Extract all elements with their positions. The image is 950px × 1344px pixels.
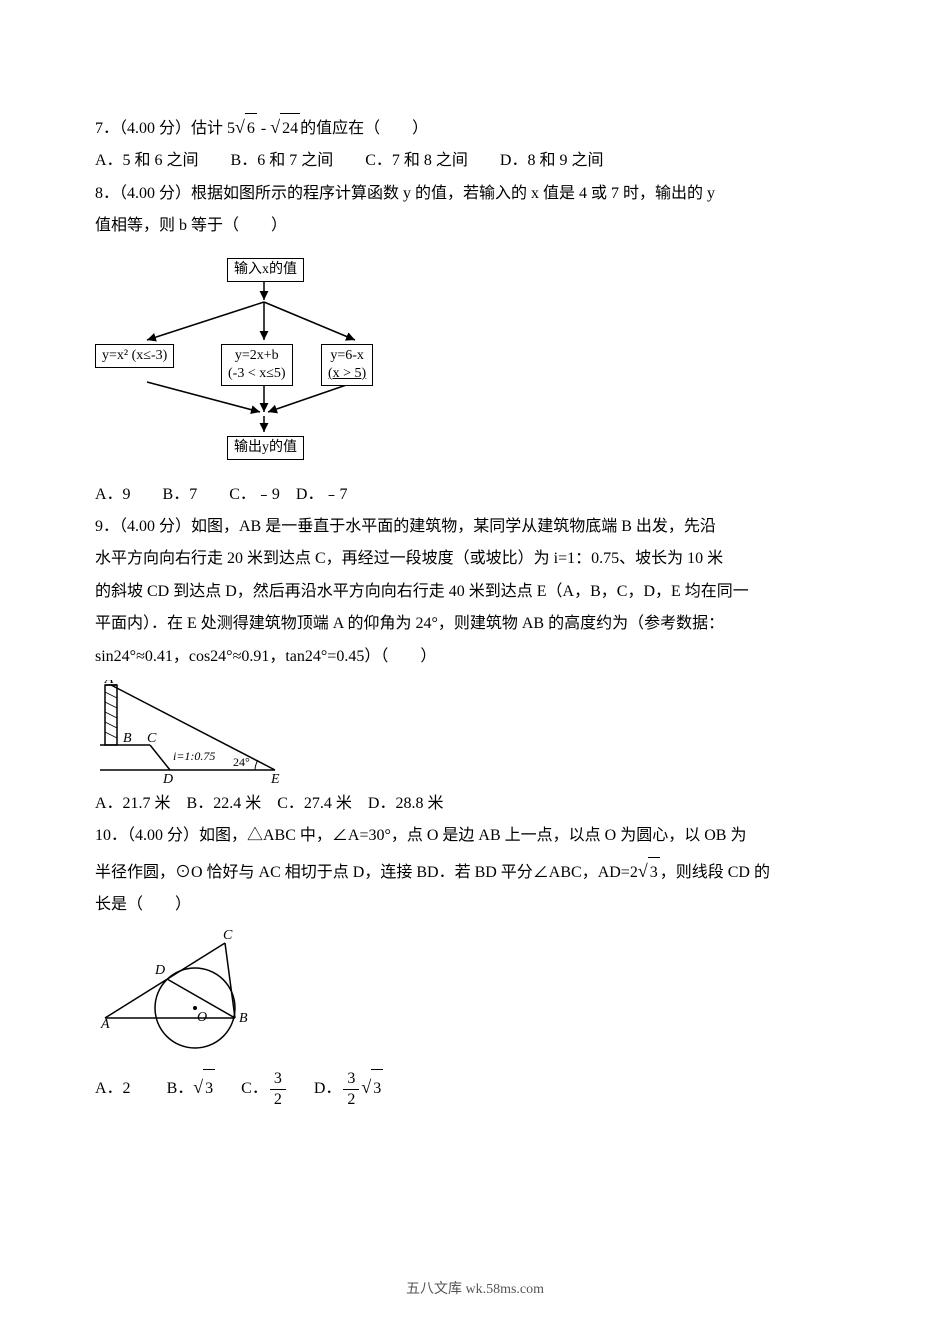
q9-options: A．21.7 米 B．22.4 米 C．27.4 米 D．28.8 米 [95, 789, 855, 819]
q10-opt-a: A．2 [95, 1080, 131, 1097]
q10-sqrt: 3 [648, 857, 660, 888]
q7-mid: - [257, 120, 270, 137]
svg-text:E: E [270, 772, 280, 785]
footer: 五八文库 wk.58ms.com [0, 1277, 950, 1304]
q10-opt-b-sqrt: 3 [203, 1069, 215, 1108]
svg-text:C: C [147, 731, 157, 746]
sqrt-icon: √ [193, 1077, 203, 1097]
fc-bottom: 输出y的值 [227, 436, 304, 460]
svg-text:D: D [162, 772, 173, 785]
svg-text:i=1:0.75: i=1:0.75 [173, 749, 215, 763]
q10-c-den: 2 [270, 1090, 286, 1108]
svg-text:C: C [223, 928, 233, 943]
flowchart-diagram: 输入x的值 y=x² (x≤-3) y=2x+b (-3 < x≤5) y=6-… [95, 250, 390, 470]
q9-line5: sin24°≈0.41，cos24°≈0.91，tan24°=0.45）（ ） [95, 642, 855, 672]
q10-line1: 10．（4.00 分）如图，△ABC 中，∠A=30°，点 O 是边 AB 上一… [95, 821, 855, 851]
sqrt-icon: √ [235, 117, 245, 137]
q10-opt-b: B． [167, 1080, 194, 1097]
q10-opt-d: D． [314, 1080, 342, 1097]
fc-mid-l1: y=2x+b [235, 348, 279, 363]
fc-mid-l2: (-3 < x≤5) [228, 366, 286, 381]
circle-diagram: A B C D O [95, 928, 275, 1058]
question-7: 7．（4.00 分）估计 5√6 - √24的值应在（ ） [95, 110, 855, 144]
q8-line2: 值相等，则 b 等于（ ） [95, 211, 855, 241]
fraction-icon: 32 [343, 1071, 359, 1108]
svg-text:A: A [100, 1017, 110, 1032]
sqrt-icon: √ [638, 861, 648, 881]
fc-mid: y=2x+b (-3 < x≤5) [221, 344, 293, 386]
svg-text:O: O [197, 1010, 207, 1025]
q10-line2b: ，则线段 CD 的 [660, 864, 770, 881]
q7-prefix: 7．（4.00 分）估计 5 [95, 120, 235, 137]
q10-c-num: 3 [270, 1071, 286, 1090]
q7-sqrt-a: 6 [245, 113, 257, 144]
svg-text:D: D [154, 963, 165, 978]
sqrt-icon: √ [361, 1077, 371, 1097]
q7-sqrt-b: 24 [280, 113, 300, 144]
q10-d-num: 3 [343, 1071, 359, 1090]
q8-line1: 8．（4.00 分）根据如图所示的程序计算函数 y 的值，若输入的 x 值是 4… [95, 179, 855, 209]
q7-suffix: 的值应在（ ） [300, 120, 428, 137]
q10-line2: 半径作圆，⊙O 恰好与 AC 相切于点 D，连接 BD．若 BD 平分∠ABC，… [95, 854, 855, 888]
q9-line2: 水平方向向右行走 20 米到达点 C，再经过一段坡度（或坡比）为 i=1：0.7… [95, 544, 855, 574]
fc-left: y=x² (x≤-3) [95, 344, 174, 368]
fc-right-l2: (x > 5) [328, 366, 366, 381]
q10-options: A．2 B．√3 C．32 D．32√3 [95, 1066, 855, 1109]
q8-options: A．9 B．7 C．﹣9 D．﹣7 [95, 480, 855, 510]
q9-line1: 9．（4.00 分）如图，AB 是一垂直于水平面的建筑物，某同学从建筑物底端 B… [95, 512, 855, 542]
q9-line4: 平面内）．在 E 处测得建筑物顶端 A 的仰角为 24°，则建筑物 AB 的高度… [95, 609, 855, 639]
building-diagram: A B C D E i=1:0.75 24° [95, 680, 295, 785]
svg-text:24°: 24° [233, 755, 250, 769]
fc-right: y=6-x (x > 5) [321, 344, 373, 386]
q7-options: A．5 和 6 之间 B．6 和 7 之间 C．7 和 8 之间 D．8 和 9… [95, 146, 855, 176]
svg-text:A: A [104, 680, 114, 687]
q9-line3: 的斜坡 CD 到达点 D，然后再沿水平方向向右行走 40 米到达点 E（A，B，… [95, 577, 855, 607]
fraction-icon: 32 [270, 1071, 286, 1108]
svg-text:B: B [123, 731, 132, 746]
q10-line2a: 半径作圆，⊙O 恰好与 AC 相切于点 D，连接 BD．若 BD 平分∠ABC，… [95, 864, 638, 881]
svg-text:B: B [239, 1011, 248, 1026]
fc-top: 输入x的值 [227, 258, 304, 282]
q10-opt-d-sqrt: 3 [371, 1069, 383, 1108]
fc-right-l1: y=6-x [330, 348, 364, 363]
q10-opt-c: C． [241, 1080, 268, 1097]
q10-d-den: 2 [343, 1090, 359, 1108]
q10-line3: 长是（ ） [95, 890, 855, 920]
sqrt-icon: √ [270, 117, 280, 137]
